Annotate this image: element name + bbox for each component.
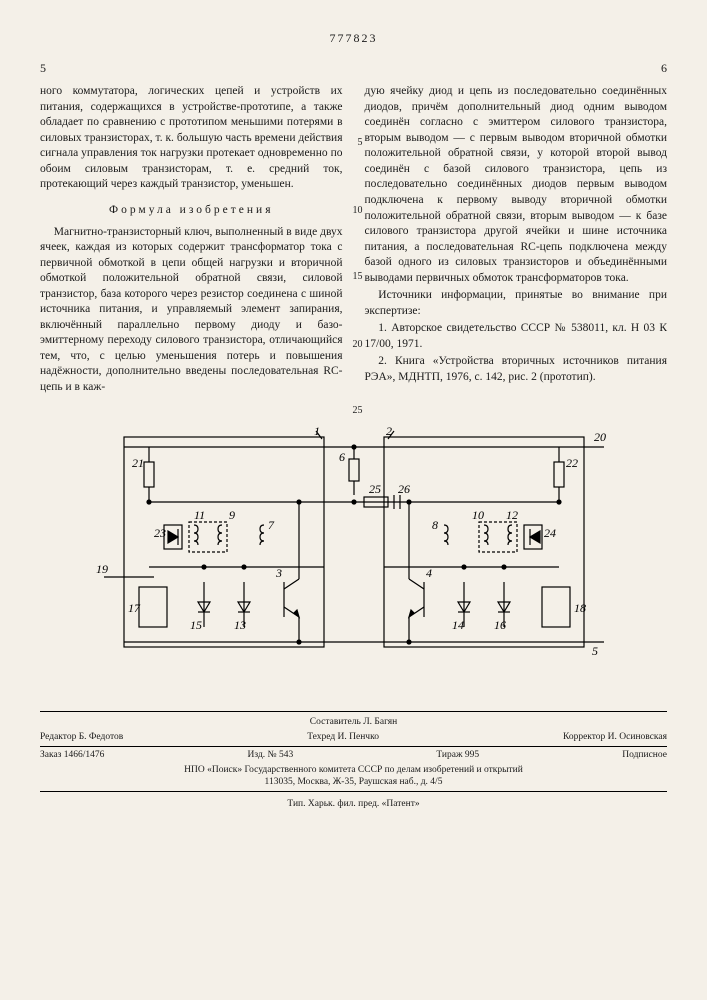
ref-2: 2. Книга «Устройства вторичных источнико… — [365, 354, 668, 385]
lbl-18: 18 — [574, 601, 586, 615]
lbl-3: 3 — [275, 566, 282, 580]
footer-izd: Изд. № 543 — [248, 749, 294, 762]
right-para-1: дую ячейку диод и цепь из последовательн… — [365, 84, 668, 286]
lbl-12: 12 — [506, 508, 518, 522]
lbl-2: 2 — [386, 424, 392, 438]
linenum-15: 15 — [353, 270, 363, 284]
footer-tirazh: Тираж 995 — [436, 749, 479, 762]
lbl-24: 24 — [544, 526, 556, 540]
footer-corrector: Корректор И. Осиновская — [563, 731, 667, 744]
footer-editor: Редактор Б. Федотов — [40, 731, 123, 744]
footer-order: Заказ 1466/1476 — [40, 749, 104, 762]
circuit-figure: 20 5 21 22 6 25 26 23 11 9 — [40, 417, 667, 687]
right-column: 5 10 15 20 25 дую ячейку диод и цепь из … — [365, 84, 668, 397]
col-left-num: 5 — [40, 60, 46, 76]
refs-heading: Источники информации, принятые во вниман… — [365, 288, 668, 319]
lbl-10: 10 — [472, 508, 484, 522]
lbl-17: 17 — [128, 601, 141, 615]
lbl-9: 9 — [229, 508, 235, 522]
lbl-22: 22 — [566, 456, 578, 470]
lbl-4: 4 — [426, 566, 432, 580]
lbl-7: 7 — [268, 518, 275, 532]
lbl-26: 26 — [398, 482, 410, 496]
lbl-13: 13 — [234, 618, 246, 632]
lbl-21: 21 — [132, 456, 144, 470]
footer-techred: Техред И. Пенчко — [307, 731, 379, 744]
lbl-6: 6 — [339, 450, 345, 464]
lbl-15: 15 — [190, 618, 202, 632]
linenum-5: 5 — [358, 136, 363, 150]
left-para-2: Магнитно-транзисторный ключ, выполненный… — [40, 225, 343, 396]
footer-org: НПО «Поиск» Государственного комитета СС… — [40, 764, 667, 777]
col-right-num: 6 — [661, 60, 667, 76]
left-para-1: ного коммутатора, логических цепей и уст… — [40, 84, 343, 193]
two-column-text: ного коммутатора, логических цепей и уст… — [40, 84, 667, 397]
doc-number: 777823 — [40, 30, 667, 46]
circuit-svg: 20 5 21 22 6 25 26 23 11 9 — [94, 417, 614, 687]
lbl-20: 20 — [594, 430, 606, 444]
linenum-10: 10 — [353, 204, 363, 218]
footer-compiler: Составитель Л. Багян — [40, 716, 667, 729]
lbl-16: 16 — [494, 618, 506, 632]
lbl-14: 14 — [452, 618, 464, 632]
formula-heading: Формула изобретения — [40, 203, 343, 219]
lbl-19: 19 — [96, 562, 108, 576]
lbl-8: 8 — [432, 518, 438, 532]
footer-printer: Тип. Харьк. фил. пред. «Патент» — [40, 798, 667, 811]
footer-podpis: Подписное — [622, 749, 667, 762]
left-column: ного коммутатора, логических цепей и уст… — [40, 84, 343, 397]
lbl-25: 25 — [369, 482, 381, 496]
column-numbers: 5 6 — [40, 60, 667, 76]
footer-block: Составитель Л. Багян Редактор Б. Федотов… — [40, 711, 667, 811]
linenum-20: 20 — [353, 338, 363, 352]
ref-1: 1. Авторское свидетельство СССР № 538011… — [365, 321, 668, 352]
lbl-23: 23 — [154, 526, 166, 540]
footer-addr: 113035, Москва, Ж-35, Раушская наб., д. … — [40, 776, 667, 789]
lbl-11: 11 — [194, 508, 205, 522]
linenum-25: 25 — [353, 404, 363, 418]
lbl-5: 5 — [592, 644, 598, 658]
